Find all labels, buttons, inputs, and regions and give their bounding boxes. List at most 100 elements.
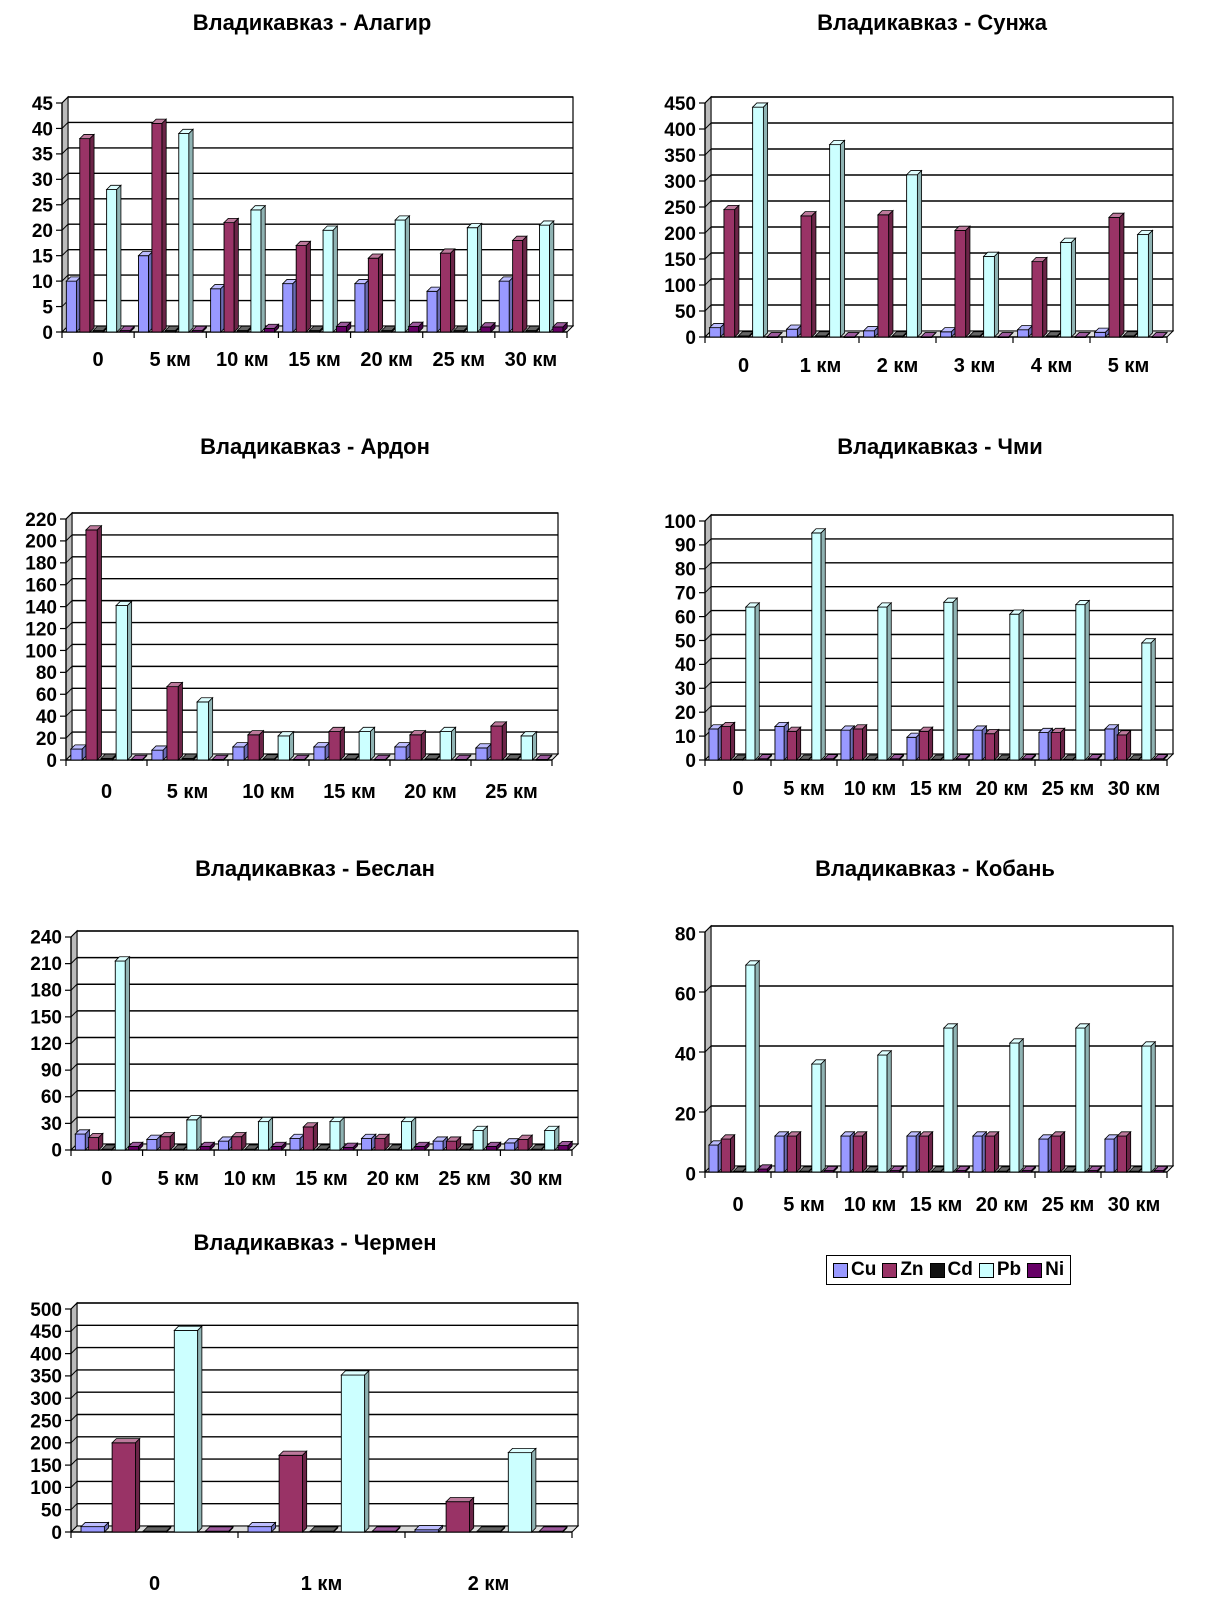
bar-front: [720, 726, 731, 761]
bar-top: [309, 1526, 339, 1532]
bar-pb: [358, 726, 376, 761]
plot-wall: [710, 96, 1174, 332]
bar-pb: [400, 1116, 417, 1151]
gridline-side: [704, 925, 712, 933]
bar-cu: [231, 741, 250, 761]
y-tick-label: 450: [664, 94, 696, 115]
bar-ni: [373, 754, 391, 761]
y-tick-label: 50: [675, 631, 696, 652]
bar-side: [898, 1165, 904, 1173]
bar-zn: [489, 720, 508, 761]
gridline-side: [70, 1324, 78, 1332]
bar-ni: [119, 325, 136, 333]
bar-front: [504, 1142, 516, 1151]
bar-zn: [1107, 212, 1125, 338]
gridline-side: [70, 1391, 78, 1399]
bar-ni: [199, 1141, 216, 1151]
bar-ni: [766, 331, 783, 338]
bar-pb: [1008, 1037, 1025, 1173]
bar-side: [1119, 212, 1125, 338]
y-tick-label: 30: [675, 679, 696, 700]
x-tick-label: 5 км: [167, 781, 208, 803]
gridline-side: [704, 148, 712, 156]
bar-front: [128, 1145, 140, 1151]
bar-pb: [439, 726, 457, 761]
bar-side: [1126, 729, 1132, 761]
bar-front: [984, 733, 995, 761]
y-tick-label: 20: [675, 703, 696, 724]
bar-ni: [485, 1141, 502, 1151]
bar-front: [159, 1136, 171, 1151]
bar-pb: [982, 251, 1000, 338]
bar-cu: [426, 286, 443, 333]
bar-ni: [407, 321, 424, 333]
bar-pb: [744, 959, 761, 1173]
bar-ni: [479, 321, 497, 333]
gridline-side: [70, 1010, 78, 1018]
x-tick-label: 5 км: [1108, 355, 1149, 377]
x-tick-label: 15 км: [910, 778, 963, 800]
bar-side: [477, 222, 483, 333]
bar-front: [708, 728, 719, 761]
bar-front: [367, 257, 379, 333]
bar-side: [549, 219, 555, 333]
bar-front: [278, 1454, 303, 1533]
bar-top: [476, 1526, 506, 1532]
bar-ni: [557, 1140, 574, 1151]
bar-front: [800, 215, 813, 338]
bar-front: [401, 1121, 413, 1151]
bar-pb: [322, 225, 339, 333]
bar-ni: [955, 1165, 971, 1173]
bar-side: [1096, 1165, 1102, 1173]
x-tick-label: 15 км: [295, 1168, 348, 1190]
bar-zn: [223, 217, 240, 333]
gridline-side: [704, 514, 712, 522]
bar-side: [437, 1524, 444, 1533]
y-tick-label: 90: [41, 1061, 62, 1082]
y-tick-label: 5: [42, 297, 53, 318]
bar-side: [1150, 1040, 1156, 1173]
bar-pb: [810, 1058, 827, 1173]
legend-item-zn: Zn: [882, 1259, 924, 1281]
bar-zn: [439, 247, 456, 333]
bar-pb: [876, 601, 893, 761]
gridline-side: [704, 586, 712, 594]
bar-cu: [247, 1521, 277, 1533]
bar-cu: [773, 721, 790, 761]
y-tick-label: 150: [30, 1007, 62, 1028]
bar-ni: [889, 1165, 905, 1173]
bar-front: [512, 239, 524, 333]
bar-side: [209, 1141, 215, 1151]
bar-zn: [517, 1134, 534, 1151]
bar-front: [196, 701, 209, 761]
bar-zn: [852, 723, 868, 761]
bar-side: [522, 235, 528, 333]
y-tick-label: 20: [32, 221, 53, 242]
bar-front: [1038, 1138, 1049, 1173]
bar-zn: [799, 210, 817, 338]
bar-top: [340, 1370, 370, 1376]
gridline-side: [704, 200, 712, 208]
gridline-side: [704, 985, 712, 993]
bar-side: [384, 1133, 390, 1151]
bar-pb: [538, 219, 555, 333]
x-tick-label: 0: [732, 778, 743, 800]
y-tick-label: 40: [32, 119, 53, 140]
bar-front: [358, 731, 371, 761]
y-tick-label: 0: [46, 751, 57, 772]
y-tick-label: 300: [664, 172, 696, 193]
bar-side: [898, 753, 904, 761]
y-tick-label: 60: [675, 607, 696, 628]
bar-front: [757, 1168, 768, 1173]
bar-ni: [371, 1525, 401, 1533]
bar-front: [940, 331, 952, 338]
legend-label: Cu: [851, 1259, 877, 1280]
bar-front: [852, 728, 863, 761]
gridline-side: [65, 622, 73, 629]
chart-title: Владикавказ - Ардон: [200, 434, 430, 459]
bar-front: [829, 144, 841, 338]
bar-cu: [839, 724, 856, 761]
bar-front: [863, 330, 875, 338]
bar-front: [173, 1329, 199, 1533]
